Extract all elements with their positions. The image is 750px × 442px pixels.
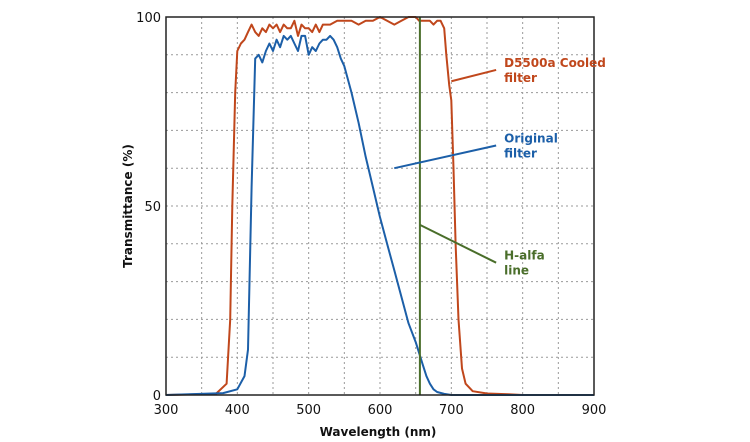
plot-border: [165, 16, 595, 396]
annotation-label: filter: [504, 147, 537, 161]
x-tick-label: 400: [225, 403, 250, 418]
annotation-leader: [451, 68, 497, 83]
tick-labels: 300 400 500 600 700 800 900 0 50 100: [136, 11, 606, 418]
annotations: D5500a CooledfilterOriginalfilterH-alfal…: [394, 56, 606, 278]
annotation-label: line: [504, 264, 529, 278]
x-tick-label: 500: [296, 403, 321, 418]
y-tick-label: 0: [153, 389, 161, 404]
series-lines: [165, 16, 594, 396]
x-tick-label: 900: [582, 403, 607, 418]
x-tick-label: 300: [154, 403, 179, 418]
y-axis-title: Transmittance (%): [121, 144, 135, 268]
x-tick-label: 700: [439, 403, 464, 418]
annotation-label: Original: [504, 132, 558, 146]
series-line-1: [165, 34, 594, 396]
annotation-leader: [394, 144, 497, 170]
x-tick-label: 800: [510, 403, 535, 418]
y-tick-label: 100: [136, 11, 161, 26]
annotation-label: H-alfa: [504, 249, 545, 263]
x-tick-label: 600: [368, 403, 393, 418]
x-axis-title: Wavelength (nm): [320, 425, 437, 439]
series-line-0: [165, 16, 594, 396]
grid: [166, 17, 594, 395]
annotation-label: D5500a Cooled: [504, 56, 606, 70]
plot-frame: [165, 16, 595, 396]
annotation-label: filter: [504, 71, 537, 85]
y-tick-label: 50: [144, 200, 161, 215]
annotation-leader: [419, 224, 497, 264]
